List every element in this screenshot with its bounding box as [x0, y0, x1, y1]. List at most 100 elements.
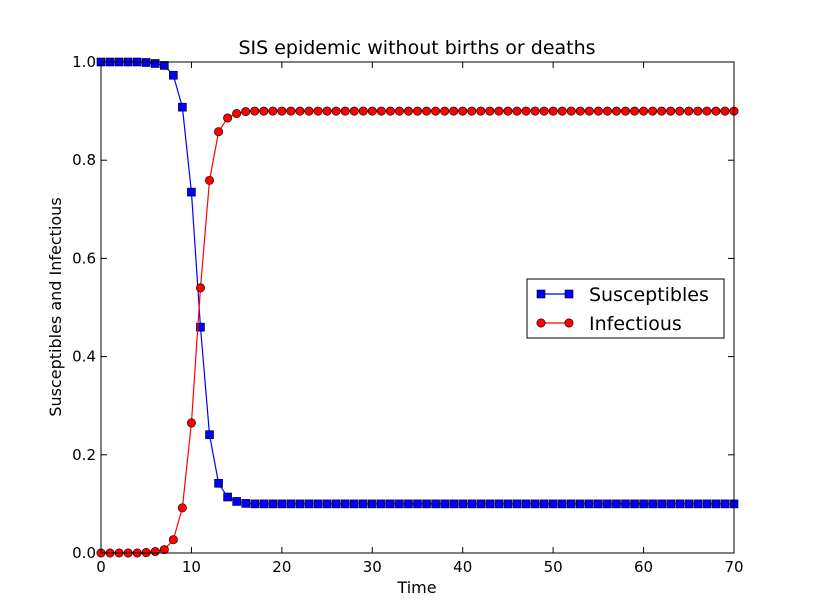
susceptibles-point [187, 187, 196, 197]
infectious-point [177, 503, 187, 513]
infectious-point [440, 106, 450, 116]
infectious-point [376, 106, 386, 116]
infectious-point [684, 106, 694, 116]
infectious-point [367, 106, 377, 116]
susceptibles-point [648, 499, 657, 509]
legend-susceptibles-marker [536, 289, 546, 299]
infectious-point [358, 106, 368, 116]
legend-susceptibles-label: Susceptibles [589, 284, 709, 306]
infectious-point [467, 106, 477, 116]
susceptibles-point [476, 499, 486, 509]
infectious-point [575, 106, 585, 116]
infectious-point [485, 106, 495, 116]
susceptibles-point [539, 499, 549, 509]
infectious-point [241, 107, 251, 117]
susceptibles-point [720, 499, 730, 509]
infectious-point [620, 106, 630, 116]
susceptibles-point [268, 499, 278, 509]
legend-infectious-label: Infectious [589, 313, 682, 335]
susceptibles-point [277, 499, 287, 509]
y-tick-label: 0.8 [72, 151, 96, 169]
infectious-point [304, 106, 314, 116]
x-tick-label: 60 [634, 558, 653, 576]
y-tick-label: 0.6 [72, 249, 96, 267]
infectious-point [494, 106, 504, 116]
susceptibles-point [422, 499, 431, 509]
susceptibles-point [630, 499, 639, 509]
infectious-point [168, 535, 178, 545]
x-axis-title: Time [396, 578, 436, 597]
infectious-point [412, 106, 422, 116]
susceptibles-point [612, 499, 621, 509]
susceptibles-point [566, 499, 576, 509]
susceptibles-point [512, 499, 522, 509]
infectious-point [223, 113, 233, 123]
susceptibles-point [223, 492, 232, 502]
infectious-point [268, 106, 278, 116]
infectious-point [340, 106, 350, 116]
plot-frame [100, 61, 735, 554]
susceptibles-point [693, 499, 703, 509]
infectious-point [458, 106, 468, 116]
legend: Susceptibles Infectious [526, 278, 725, 339]
x-tick-label: 70 [724, 558, 743, 576]
x-tick-label: 40 [453, 558, 472, 576]
susceptibles-point [404, 499, 413, 509]
infectious-point [232, 109, 242, 119]
susceptibles-point [467, 499, 477, 509]
infectious-point [639, 106, 649, 116]
chart-title: SIS epidemic without births or deaths [238, 37, 595, 59]
susceptibles-point [232, 497, 241, 506]
susceptibles-point [431, 499, 440, 509]
susceptibles-point [295, 499, 305, 509]
infectious-point [476, 106, 486, 116]
susceptibles-point [575, 499, 585, 509]
susceptibles-point [485, 499, 495, 509]
legend-infectious-marker [536, 318, 546, 328]
infectious-point [611, 106, 621, 116]
infectious-point [150, 547, 160, 557]
infectious-point [431, 106, 441, 116]
susceptibles-point [585, 499, 594, 509]
plot-border [100, 61, 735, 554]
susceptibles-point [250, 499, 260, 509]
susceptibles-point [603, 499, 612, 509]
infectious-point [602, 106, 612, 116]
susceptibles-point [259, 499, 269, 509]
series-layer [96, 57, 739, 558]
infectious-point [385, 106, 395, 116]
susceptibles-point [711, 499, 721, 509]
y-tick-label: 1.0 [72, 53, 96, 71]
susceptibles-point [349, 499, 359, 509]
infectious-point [186, 418, 196, 428]
legend-box [526, 278, 725, 339]
infectious-point [259, 106, 269, 116]
infectious-point [277, 106, 287, 116]
susceptibles-point [395, 499, 404, 509]
infectious-point [403, 106, 413, 116]
susceptibles-point [150, 59, 160, 68]
y-tick-label: 0.2 [72, 446, 96, 464]
susceptibles-point [684, 499, 694, 509]
susceptibles-point [313, 499, 323, 509]
infectious-point [313, 106, 323, 116]
infectious-point [720, 106, 730, 116]
susceptibles-point [367, 499, 377, 509]
susceptibles-point [494, 499, 504, 509]
susceptibles-point [377, 499, 386, 509]
infectious-point [195, 283, 205, 293]
infectious-point [503, 106, 513, 116]
susceptibles-point [241, 499, 250, 508]
susceptibles-point [358, 499, 368, 509]
axis-ticks: 0 10 20 30 40 50 60 70 0.0 0.2 0.4 0.6 0.8 1.0 [72, 53, 743, 576]
legend-infectious-marker [564, 318, 574, 328]
infectious-point [159, 545, 169, 555]
infectious-point [322, 106, 332, 116]
infectious-point [584, 106, 594, 116]
infectious-point [675, 106, 685, 116]
susceptibles-point [160, 61, 169, 70]
infectious-point [548, 106, 558, 116]
x-tick-label: 20 [272, 558, 291, 576]
susceptibles-point [205, 430, 214, 439]
